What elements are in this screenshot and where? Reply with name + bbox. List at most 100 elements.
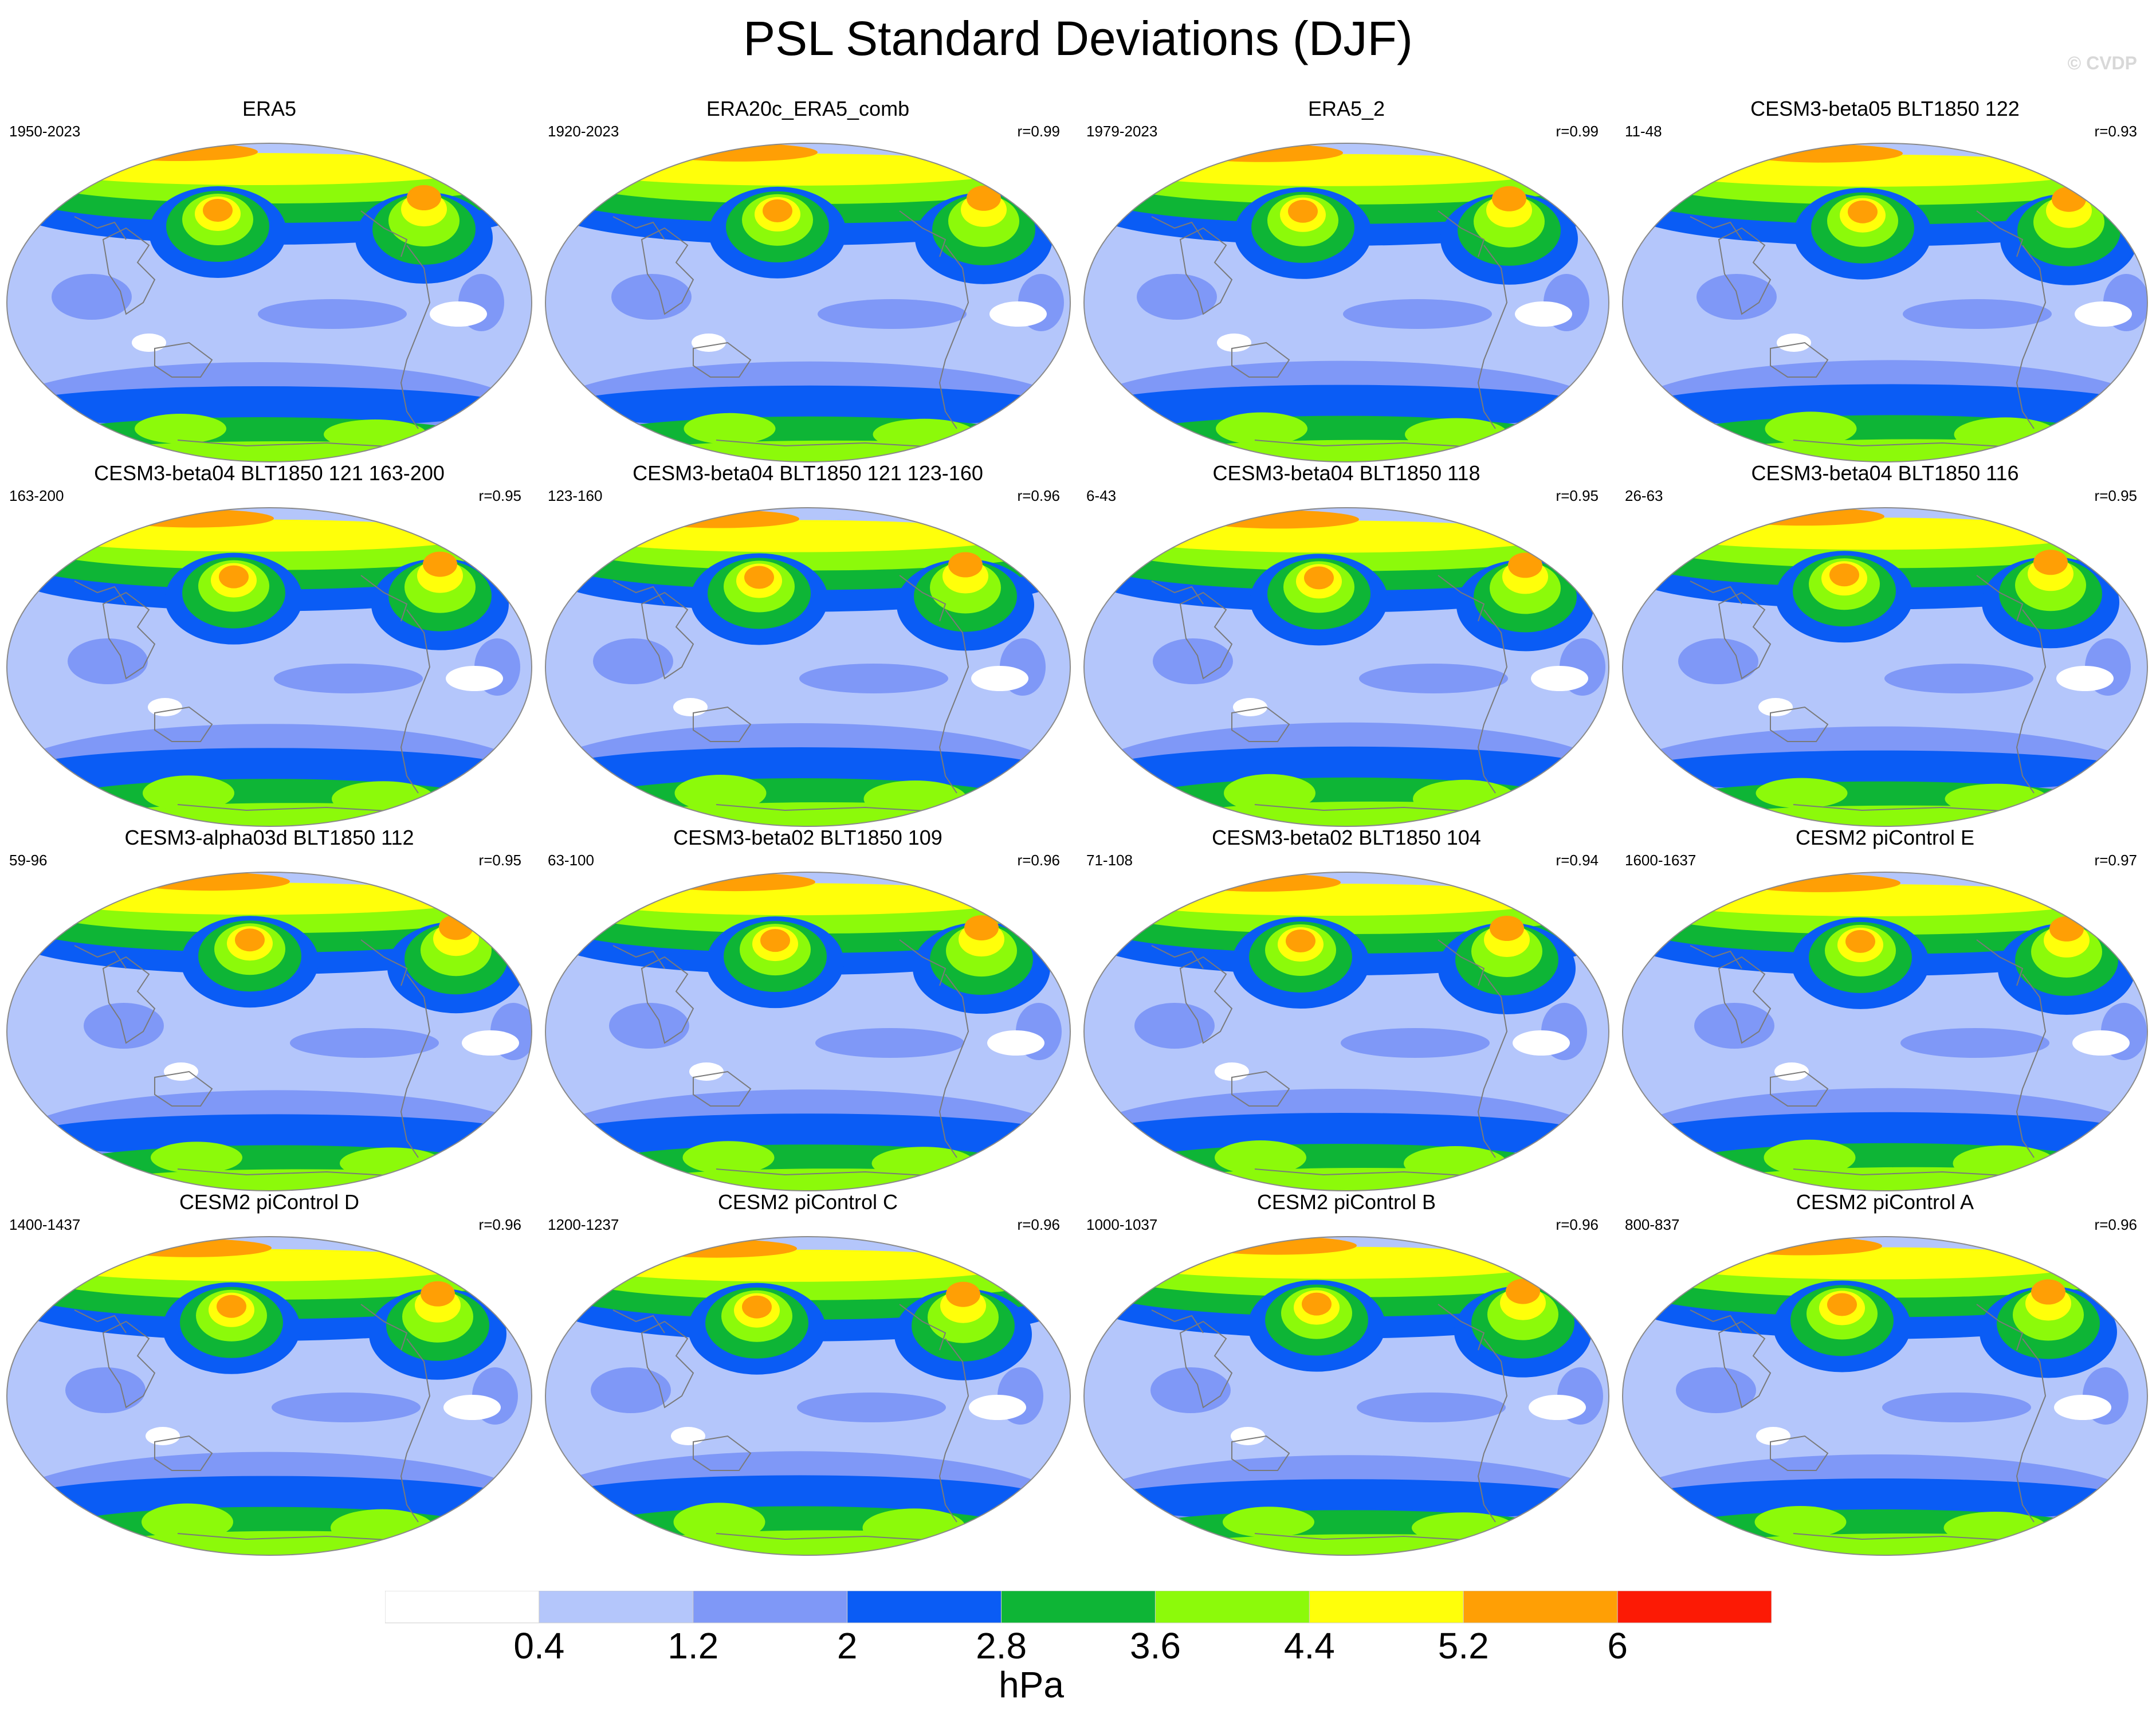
contour-region	[1754, 1506, 1847, 1538]
contour-region	[609, 1003, 689, 1049]
psl-std-map	[545, 507, 1071, 827]
coastline	[74, 945, 127, 969]
panel-title: CESM2 piControl A	[1796, 1190, 1974, 1214]
colorbar-swatch	[693, 1591, 848, 1623]
coastline	[641, 227, 694, 315]
coastline	[1231, 1435, 1290, 1471]
contour-region	[1756, 1427, 1790, 1445]
coastline	[693, 342, 752, 378]
map-panel: CESM2 piControl D 1400-1437 r=0.96	[0, 1190, 539, 1556]
contour-region	[1097, 1479, 1601, 1521]
contour-region	[1286, 929, 1315, 952]
contour-region	[2075, 301, 2132, 327]
map-outline	[1622, 1236, 2148, 1556]
coastline	[1151, 581, 1204, 605]
contour-region	[462, 1030, 519, 1056]
contour-region	[1764, 1139, 1856, 1176]
panel-period: 1200-1237	[548, 1216, 619, 1233]
panel-period: 6-43	[1086, 487, 1117, 504]
panel-title: ERA5	[242, 97, 297, 120]
coastline	[1718, 227, 1772, 315]
contour-region	[1217, 334, 1251, 352]
coastline	[1438, 1304, 1485, 1351]
contour-region	[84, 1003, 164, 1049]
contour-region	[1845, 929, 1875, 953]
contour-region	[40, 519, 476, 552]
copyright-watermark: © CVDP	[2067, 53, 2137, 73]
contour-region	[1216, 412, 1307, 445]
panel-pattern-correlation: r=0.96	[478, 1216, 521, 1233]
contour-region	[1848, 200, 1878, 223]
psl-std-map	[1083, 143, 1609, 462]
contour-region	[113, 509, 274, 528]
contour-region	[2033, 550, 2068, 575]
contour-region	[1829, 563, 1859, 587]
map-outline	[6, 507, 532, 827]
panel-pattern-correlation: r=0.96	[1556, 1216, 1599, 1233]
map-panel: CESM3-beta02 BLT1850 109 63-100 r=0.96	[539, 825, 1077, 1191]
contour-region	[1176, 440, 1554, 462]
contour-region	[1215, 1140, 1306, 1175]
coastline	[1151, 945, 1204, 969]
contour-region	[948, 552, 983, 578]
coastline	[1231, 706, 1290, 742]
panel-title: CESM3-beta04 BLT1850 116	[1751, 461, 2019, 485]
coastline	[1718, 1320, 1772, 1409]
contour-region	[557, 385, 1062, 429]
contour-region	[146, 1427, 180, 1445]
contour-region	[332, 781, 435, 817]
panel-period: 26-63	[1625, 487, 1663, 504]
coastline	[360, 1304, 408, 1351]
coastline	[1718, 956, 1772, 1044]
map-panel: CESM3-beta04 BLT1850 116 26-63 r=0.95	[1616, 461, 2154, 827]
coastline	[1477, 974, 1508, 1158]
psl-std-map	[1622, 1236, 2148, 1556]
colorbar-tick: 3.6	[1129, 1625, 1181, 1666]
colorbar-tick: 2	[837, 1625, 858, 1666]
contour-region	[132, 334, 166, 352]
psl-std-map	[6, 507, 532, 827]
coastline	[641, 1320, 694, 1409]
contour-region	[151, 1142, 242, 1174]
contour-region	[591, 1367, 671, 1413]
contour-region	[637, 1239, 797, 1258]
colorbar-tick: 1.2	[667, 1625, 719, 1666]
coastline	[1770, 706, 1829, 742]
colorbar-swatch	[539, 1591, 694, 1623]
panel-title: CESM2 piControl B	[1256, 1190, 1436, 1214]
colorbar-tick: 2.8	[976, 1625, 1027, 1666]
colorbar-tick: 4.4	[1283, 1625, 1335, 1666]
panel-period: 71-108	[1086, 852, 1133, 869]
map-outline	[1083, 872, 1609, 1191]
map-panel: CESM3-beta04 BLT1850 121 123-160 123-160 r…	[539, 461, 1077, 827]
contour-region	[1513, 1030, 1570, 1056]
coastline	[1231, 1070, 1290, 1107]
coastline	[1151, 1309, 1204, 1333]
coastline	[1179, 1320, 1233, 1409]
coastline	[1231, 342, 1290, 378]
colorbar-swatch	[1309, 1591, 1464, 1623]
coastline	[102, 227, 156, 315]
contour-region	[1233, 698, 1267, 716]
contour-region	[421, 1281, 455, 1307]
contour-region	[2052, 186, 2086, 212]
coastline	[641, 591, 694, 680]
panel-title: ERA20c_ERA5_comb	[706, 97, 910, 120]
contour-region	[1529, 1395, 1586, 1420]
coastline	[693, 1435, 752, 1471]
map-outline	[6, 872, 532, 1191]
psl-std-map	[545, 872, 1071, 1191]
coastline	[938, 245, 969, 429]
map-outline	[1083, 143, 1609, 462]
contour-region	[9, 386, 513, 427]
panel-title: CESM3-beta04 BLT1850 121 123-160	[633, 461, 983, 485]
contour-region	[40, 883, 476, 915]
contour-region	[611, 274, 692, 320]
contour-region	[1656, 517, 2091, 550]
panel-pattern-correlation: r=0.96	[1017, 487, 1060, 504]
coastline	[612, 216, 665, 240]
contour-region	[1694, 1003, 1774, 1049]
contour-region	[1724, 508, 1884, 526]
panel-pattern-correlation: r=0.96	[1017, 852, 1060, 869]
coastline	[360, 575, 408, 622]
